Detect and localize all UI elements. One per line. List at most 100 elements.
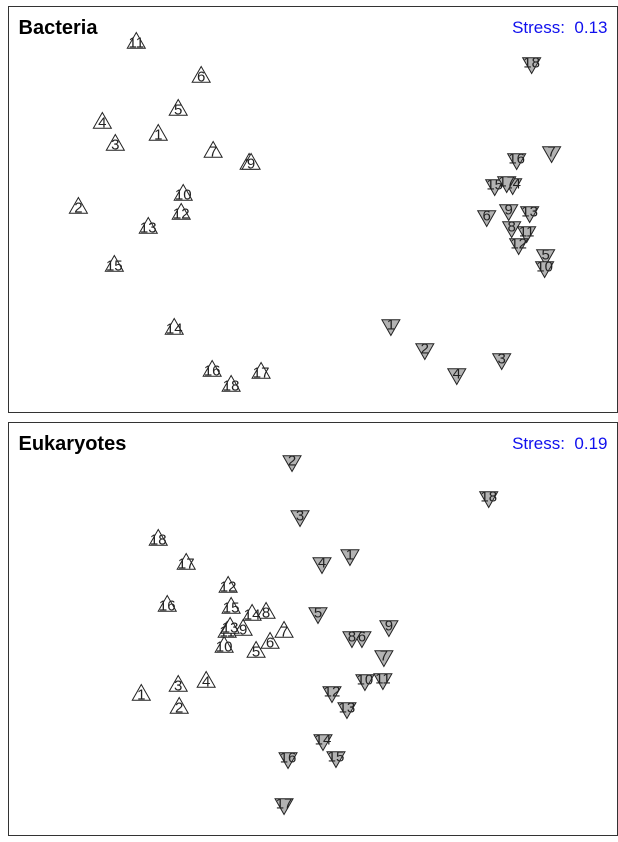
point-label: 3 <box>296 507 304 524</box>
point-marker <box>68 196 89 214</box>
point-marker <box>148 528 169 546</box>
point-marker <box>169 696 190 714</box>
point-marker <box>312 557 332 575</box>
point-label: 9 <box>247 155 255 172</box>
point-marker <box>148 123 169 141</box>
point-marker <box>196 670 217 688</box>
point-label: 14 <box>315 731 332 748</box>
point-marker <box>534 261 555 279</box>
point-marker <box>126 31 147 49</box>
point-marker <box>260 631 280 649</box>
point-marker <box>519 206 540 224</box>
point-label: 1 <box>387 316 395 333</box>
point-marker <box>308 607 328 625</box>
point-label: 7 <box>209 143 217 160</box>
point-marker <box>233 618 253 636</box>
point-label: 2 <box>74 199 82 216</box>
point-label: 18 <box>523 54 540 71</box>
point-label: 15 <box>486 176 503 193</box>
point-marker <box>541 146 562 164</box>
point-marker <box>241 152 261 170</box>
point-label: 12 <box>324 683 341 700</box>
point-label: 17 <box>498 173 515 190</box>
point-marker <box>340 549 360 567</box>
stress-annotation: Stress: 0.19 <box>512 434 607 453</box>
point-marker <box>373 673 393 691</box>
point-label: 10 <box>357 671 374 688</box>
point-marker <box>374 650 394 668</box>
point-marker <box>105 133 126 151</box>
point-marker <box>173 183 194 201</box>
point-marker <box>256 601 276 619</box>
point-marker <box>516 226 537 244</box>
point-label: 10 <box>536 258 553 275</box>
point-marker <box>176 552 197 570</box>
point-label: 4 <box>98 114 106 131</box>
point-label: 18 <box>480 488 497 505</box>
point-marker <box>484 179 505 197</box>
point-marker <box>478 491 499 509</box>
point-label: 8 <box>262 604 270 621</box>
panel-title: Bacteria <box>19 17 99 39</box>
point-marker <box>342 631 362 649</box>
point-marker <box>157 594 178 612</box>
point-label: 11 <box>375 670 391 687</box>
point-label: 1 <box>137 686 145 703</box>
point-marker <box>274 798 294 816</box>
point-label: 15 <box>106 257 123 274</box>
point-marker <box>491 353 512 371</box>
point-marker <box>214 635 235 653</box>
point-label: 8 <box>348 628 356 645</box>
point-label: 5 <box>541 246 549 263</box>
point-marker <box>313 734 333 752</box>
point-label: 13 <box>521 203 538 220</box>
point-label: 12 <box>220 578 237 595</box>
point-label: 17 <box>178 555 195 572</box>
point-marker <box>92 111 113 129</box>
point-marker <box>203 140 224 158</box>
panel-title: Eukaryotes <box>19 433 127 455</box>
point-marker <box>322 686 342 704</box>
point-label: 10 <box>175 186 192 203</box>
point-label: 4 <box>318 554 326 571</box>
point-label: 7 <box>280 623 288 640</box>
point-marker <box>168 98 189 116</box>
point-label: 9 <box>505 201 513 218</box>
point-label: 13 <box>339 699 356 716</box>
point-marker <box>164 317 185 335</box>
point-label: 11 <box>129 34 145 51</box>
point-label: 9 <box>239 621 247 638</box>
point-label: 17 <box>276 795 293 812</box>
point-label: 6 <box>266 634 274 651</box>
point-marker <box>521 57 542 75</box>
point-marker <box>131 683 152 701</box>
point-label: 1 <box>346 546 354 563</box>
point-marker <box>246 640 266 658</box>
point-marker <box>278 752 298 770</box>
point-marker <box>476 210 497 228</box>
point-label: 16 <box>280 749 297 766</box>
point-label: 6 <box>483 207 491 224</box>
point-marker <box>274 620 294 638</box>
point-label: 6 <box>358 628 366 645</box>
point-label: 4 <box>202 673 210 690</box>
point-label: 2 <box>175 699 183 716</box>
panel-frame <box>8 6 618 413</box>
point-marker <box>326 751 346 769</box>
point-marker <box>501 221 522 239</box>
point-label: 16 <box>159 597 176 614</box>
point-marker <box>446 368 467 386</box>
point-marker <box>251 361 271 379</box>
point-label: 12 <box>173 205 190 222</box>
point-label: 9 <box>385 617 393 634</box>
point-marker <box>138 216 159 234</box>
point-marker <box>220 616 240 634</box>
point-marker <box>218 575 239 593</box>
point-label: 3 <box>498 350 506 367</box>
point-marker <box>381 319 401 337</box>
point-label: 18 <box>150 531 167 548</box>
point-label: 16 <box>508 150 525 167</box>
point-label: 5 <box>314 604 322 621</box>
